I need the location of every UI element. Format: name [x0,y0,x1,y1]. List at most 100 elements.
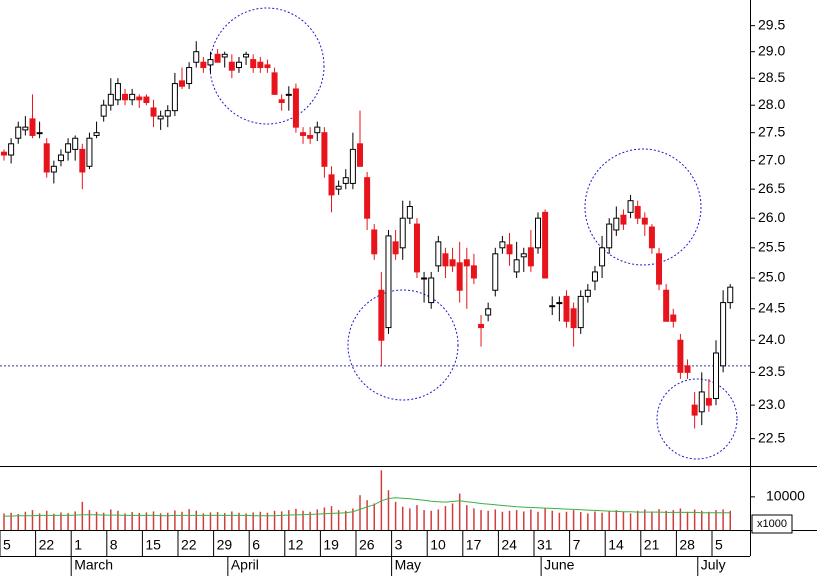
x-tick-label: 7 [573,537,581,553]
candle-body [1,151,7,156]
y-tick-label: 27.0 [758,151,785,167]
candle-body [442,253,449,267]
candle-body [257,61,264,69]
x-tick-label: 6 [252,537,260,553]
y-tick-label: 28.0 [758,96,785,112]
x-tick-label: 31 [537,537,553,553]
candle-body [72,137,79,150]
candle-body [492,253,499,291]
x-tick-label: 1 [74,537,82,553]
candle-body [114,83,121,101]
candle-body [634,206,641,219]
candle-body [720,302,727,367]
candle-body [620,214,627,225]
month-label: May [395,557,421,573]
candle-body [150,107,157,117]
month-label: March [74,557,113,573]
candle-body [285,93,292,96]
candle-body [43,143,50,173]
candle-body [307,134,314,139]
candle-body [435,241,442,267]
candle-body [321,132,328,167]
y-tick-label: 24.0 [758,331,785,347]
highlight-circle [584,148,702,266]
month-label: June [544,557,575,573]
candle-body [200,61,207,69]
candle-body [727,286,734,304]
candle-body [428,277,435,304]
candle-body [606,223,613,249]
x-tick-label: 3 [395,537,403,553]
y-tick-label: 22.5 [758,429,785,445]
candle-body [663,289,670,322]
candle-body [535,217,541,249]
y-tick-label: 29.0 [758,42,785,58]
candle-body [371,229,378,255]
candle-body [57,154,64,162]
y-tick-label: 29.5 [758,16,785,32]
candle-body [449,259,456,267]
candle-body [463,259,470,267]
candle-body [677,339,684,373]
x-tick-label: 5 [3,537,11,553]
candle-body [385,235,392,329]
x-tick-label: 22 [181,537,197,553]
candle-body [478,323,485,329]
candle-body [164,110,171,117]
y-tick-label: 25.0 [758,269,785,285]
candle-body [278,99,285,103]
x-tick-label: 19 [323,537,339,553]
candle-body [549,305,556,308]
candle-body [627,200,634,213]
candle-body [129,93,136,101]
candle-body [648,226,655,249]
candle-body [228,61,235,71]
candle-body [214,53,221,63]
candle-body [698,391,705,413]
month-label: July [701,557,726,573]
candle-body [15,126,22,139]
y-tick-label: 26.0 [758,209,785,225]
candle-body [378,289,385,341]
candle-body [713,352,719,400]
y-tick-label: 23.5 [758,363,785,379]
candle-body [421,277,428,280]
candle-body [577,295,584,329]
candle-body [271,72,278,95]
candle-body [328,174,335,196]
y-tick-label: 25.5 [758,239,785,255]
x-tick-label: 5 [715,537,723,553]
candle-body [300,132,307,136]
candle-body [470,265,477,279]
candle-body [513,259,520,273]
candle-body [357,143,363,167]
x-tick-label: 21 [644,537,660,553]
candle-body [392,241,399,255]
volume-average [4,497,731,517]
candle-body [342,177,349,184]
candle-body [349,148,356,184]
candle-body [179,80,185,87]
candle-body [136,96,143,101]
candle-body [8,143,15,156]
candle-body [86,137,93,167]
candle-body [36,132,43,135]
candle-body [243,53,250,58]
candle-body [65,143,72,153]
candle-body [613,217,620,231]
candle-body [292,88,299,128]
y-tick-label: 23.0 [758,396,785,412]
y-tick-label: 26.5 [758,180,785,196]
x-tick-label: 8 [110,537,118,553]
x-tick-label: 10 [430,537,446,553]
candle-body [157,115,164,120]
candle-body [186,67,193,85]
unit-box [751,514,793,534]
candle-body [563,295,570,322]
x-tick-label: 15 [145,537,161,553]
highlight-circle [347,289,459,401]
candle-body [264,64,271,69]
candle-body [364,177,371,219]
candle-body [556,302,563,305]
